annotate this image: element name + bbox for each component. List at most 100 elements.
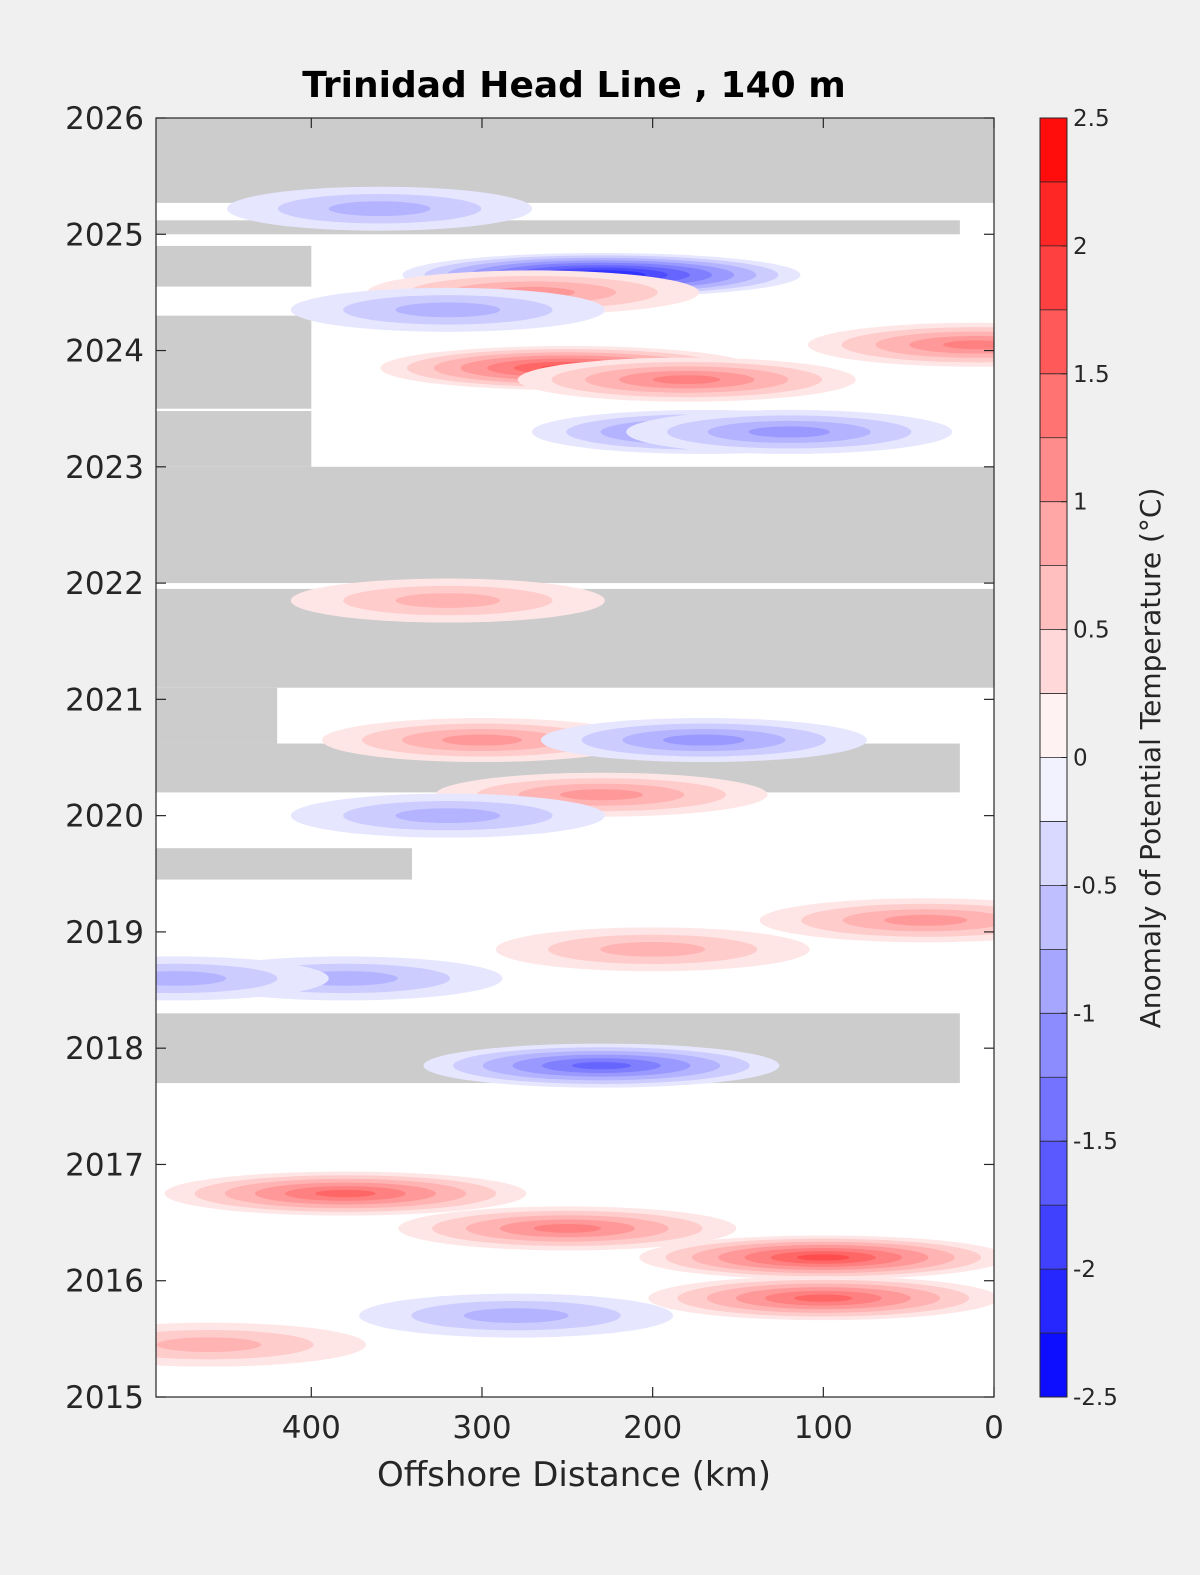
y-tick-label: 2020 <box>65 799 144 835</box>
colorbar-band <box>1040 1269 1067 1334</box>
anomaly-region <box>540 718 867 763</box>
contour-level <box>652 375 721 385</box>
contour-level <box>463 1308 569 1323</box>
colorbar-band <box>1040 118 1067 182</box>
anomaly-regions <box>156 186 994 1367</box>
missing-data-region <box>156 245 312 287</box>
anomaly-region <box>639 1235 994 1280</box>
colorbar-band <box>1040 821 1067 886</box>
x-tick-label: 0 <box>984 1410 1004 1446</box>
contour-level <box>395 808 501 823</box>
colorbar-tick-label: -0.5 <box>1073 873 1118 899</box>
contour-level <box>315 1189 376 1198</box>
contour-level <box>533 1224 602 1233</box>
y-tick-label: 2026 <box>65 101 144 137</box>
colorbar-band <box>1040 373 1067 438</box>
colorbar-tick-label: 2.5 <box>1073 106 1110 132</box>
x-axis: 400 300 200 100 0 <box>282 118 1004 1446</box>
contour-level <box>600 942 705 957</box>
y-tick-label: 2023 <box>65 450 144 486</box>
x-tick-label: 200 <box>623 1410 682 1446</box>
colorbar-band <box>1040 309 1067 374</box>
anomaly-region <box>759 898 994 943</box>
colorbar-band <box>1040 757 1067 822</box>
colorbar-tick-label: 2 <box>1073 234 1088 260</box>
missing-data-region <box>156 411 312 467</box>
y-tick-label: 2021 <box>65 682 144 718</box>
y-tick-label: 2015 <box>65 1380 144 1416</box>
colorbar-band <box>1040 629 1067 694</box>
y-tick-label: 2016 <box>65 1264 144 1300</box>
colorbar-band <box>1040 437 1067 502</box>
colorbar-band <box>1040 693 1067 758</box>
colorbar-band <box>1040 181 1067 246</box>
missing-data-region <box>156 118 994 203</box>
colorbar-band <box>1040 565 1067 630</box>
anomaly-region <box>807 322 994 367</box>
contour-level <box>748 426 830 438</box>
contour-level <box>328 201 431 217</box>
x-tick-label: 100 <box>794 1410 853 1446</box>
colorbar-tick-label: -1.5 <box>1073 1129 1118 1155</box>
contour-level <box>884 914 968 926</box>
contour-level <box>156 971 227 986</box>
anomaly-region <box>290 287 605 332</box>
x-tick-label: 400 <box>282 1410 341 1446</box>
colorbar-band <box>1040 1077 1067 1142</box>
contour-level <box>794 1294 853 1302</box>
y-axis: 2015 2016 2017 2018 2019 2020 2021 2022 2023 2024… <box>65 101 994 1416</box>
anomaly-region <box>495 927 810 972</box>
colorbar-band <box>1040 501 1067 566</box>
contour-level <box>943 340 994 350</box>
colorbar-band <box>1040 885 1067 950</box>
colorbar-band <box>1040 1333 1067 1397</box>
colorbar-band <box>1040 949 1067 1014</box>
anomaly-region <box>227 186 533 231</box>
colorbar-band <box>1040 1013 1067 1078</box>
y-tick-label: 2024 <box>65 334 144 370</box>
anomaly-region <box>517 357 856 402</box>
colorbar-band <box>1040 1205 1067 1270</box>
anomaly-region <box>156 1322 366 1367</box>
contour-level <box>571 1061 632 1070</box>
plot-area: 400 300 200 100 0 2015 2016 2017 2018 2019 2020 20… <box>65 101 1004 1446</box>
anomaly-region <box>359 1293 674 1338</box>
contour-level <box>559 789 643 801</box>
contour-level <box>797 1254 850 1261</box>
missing-data-region <box>156 687 278 744</box>
colorbar-tick-label: 0.5 <box>1073 618 1110 644</box>
y-tick-label: 2018 <box>65 1031 144 1067</box>
contour-level <box>395 302 501 318</box>
missing-data-region <box>156 466 994 584</box>
contour-level <box>663 734 745 746</box>
anomaly-region <box>164 1171 527 1216</box>
anomaly-region <box>156 956 329 1001</box>
anomaly-region <box>423 1043 780 1088</box>
y-tick-label: 2017 <box>65 1147 144 1183</box>
colorbar-tick-label: 1 <box>1073 490 1088 516</box>
colorbar-tick-label: -2 <box>1073 1257 1096 1283</box>
missing-data-region <box>156 848 413 880</box>
colorbar-tick-label: 0 <box>1073 746 1088 772</box>
anomaly-region <box>626 409 953 454</box>
x-axis-label: Offshore Distance (km) <box>377 1455 771 1495</box>
y-tick-label: 2025 <box>65 217 144 253</box>
contour-level <box>395 593 501 608</box>
x-tick-label: 300 <box>452 1410 511 1446</box>
anomaly-region <box>290 578 605 623</box>
anomaly-region <box>290 793 605 838</box>
colorbar-tick-label: 1.5 <box>1073 362 1110 388</box>
y-tick-label: 2019 <box>65 915 144 951</box>
colorbar-label: Anomaly of Potential Temperature (°C) <box>1134 488 1167 1029</box>
anomaly-region <box>648 1276 994 1321</box>
plot-frame <box>155 117 995 1398</box>
anomaly-region <box>321 718 642 763</box>
chart-title: Trinidad Head Line , 140 m <box>302 65 845 106</box>
colorbar: -2.5 -2 -1.5 -1 -0.5 0 0.5 1 1.5 2 2.5 Anomaly of … <box>1039 106 1167 1411</box>
colorbar-ticks: -2.5 -2 -1.5 -1 -0.5 0 0.5 1 1.5 2 2.5 <box>1061 106 1118 1411</box>
anomaly-region <box>398 1206 737 1251</box>
colorbar-band <box>1040 1141 1067 1206</box>
contour-level <box>156 1337 262 1353</box>
missing-data-region <box>156 315 312 409</box>
